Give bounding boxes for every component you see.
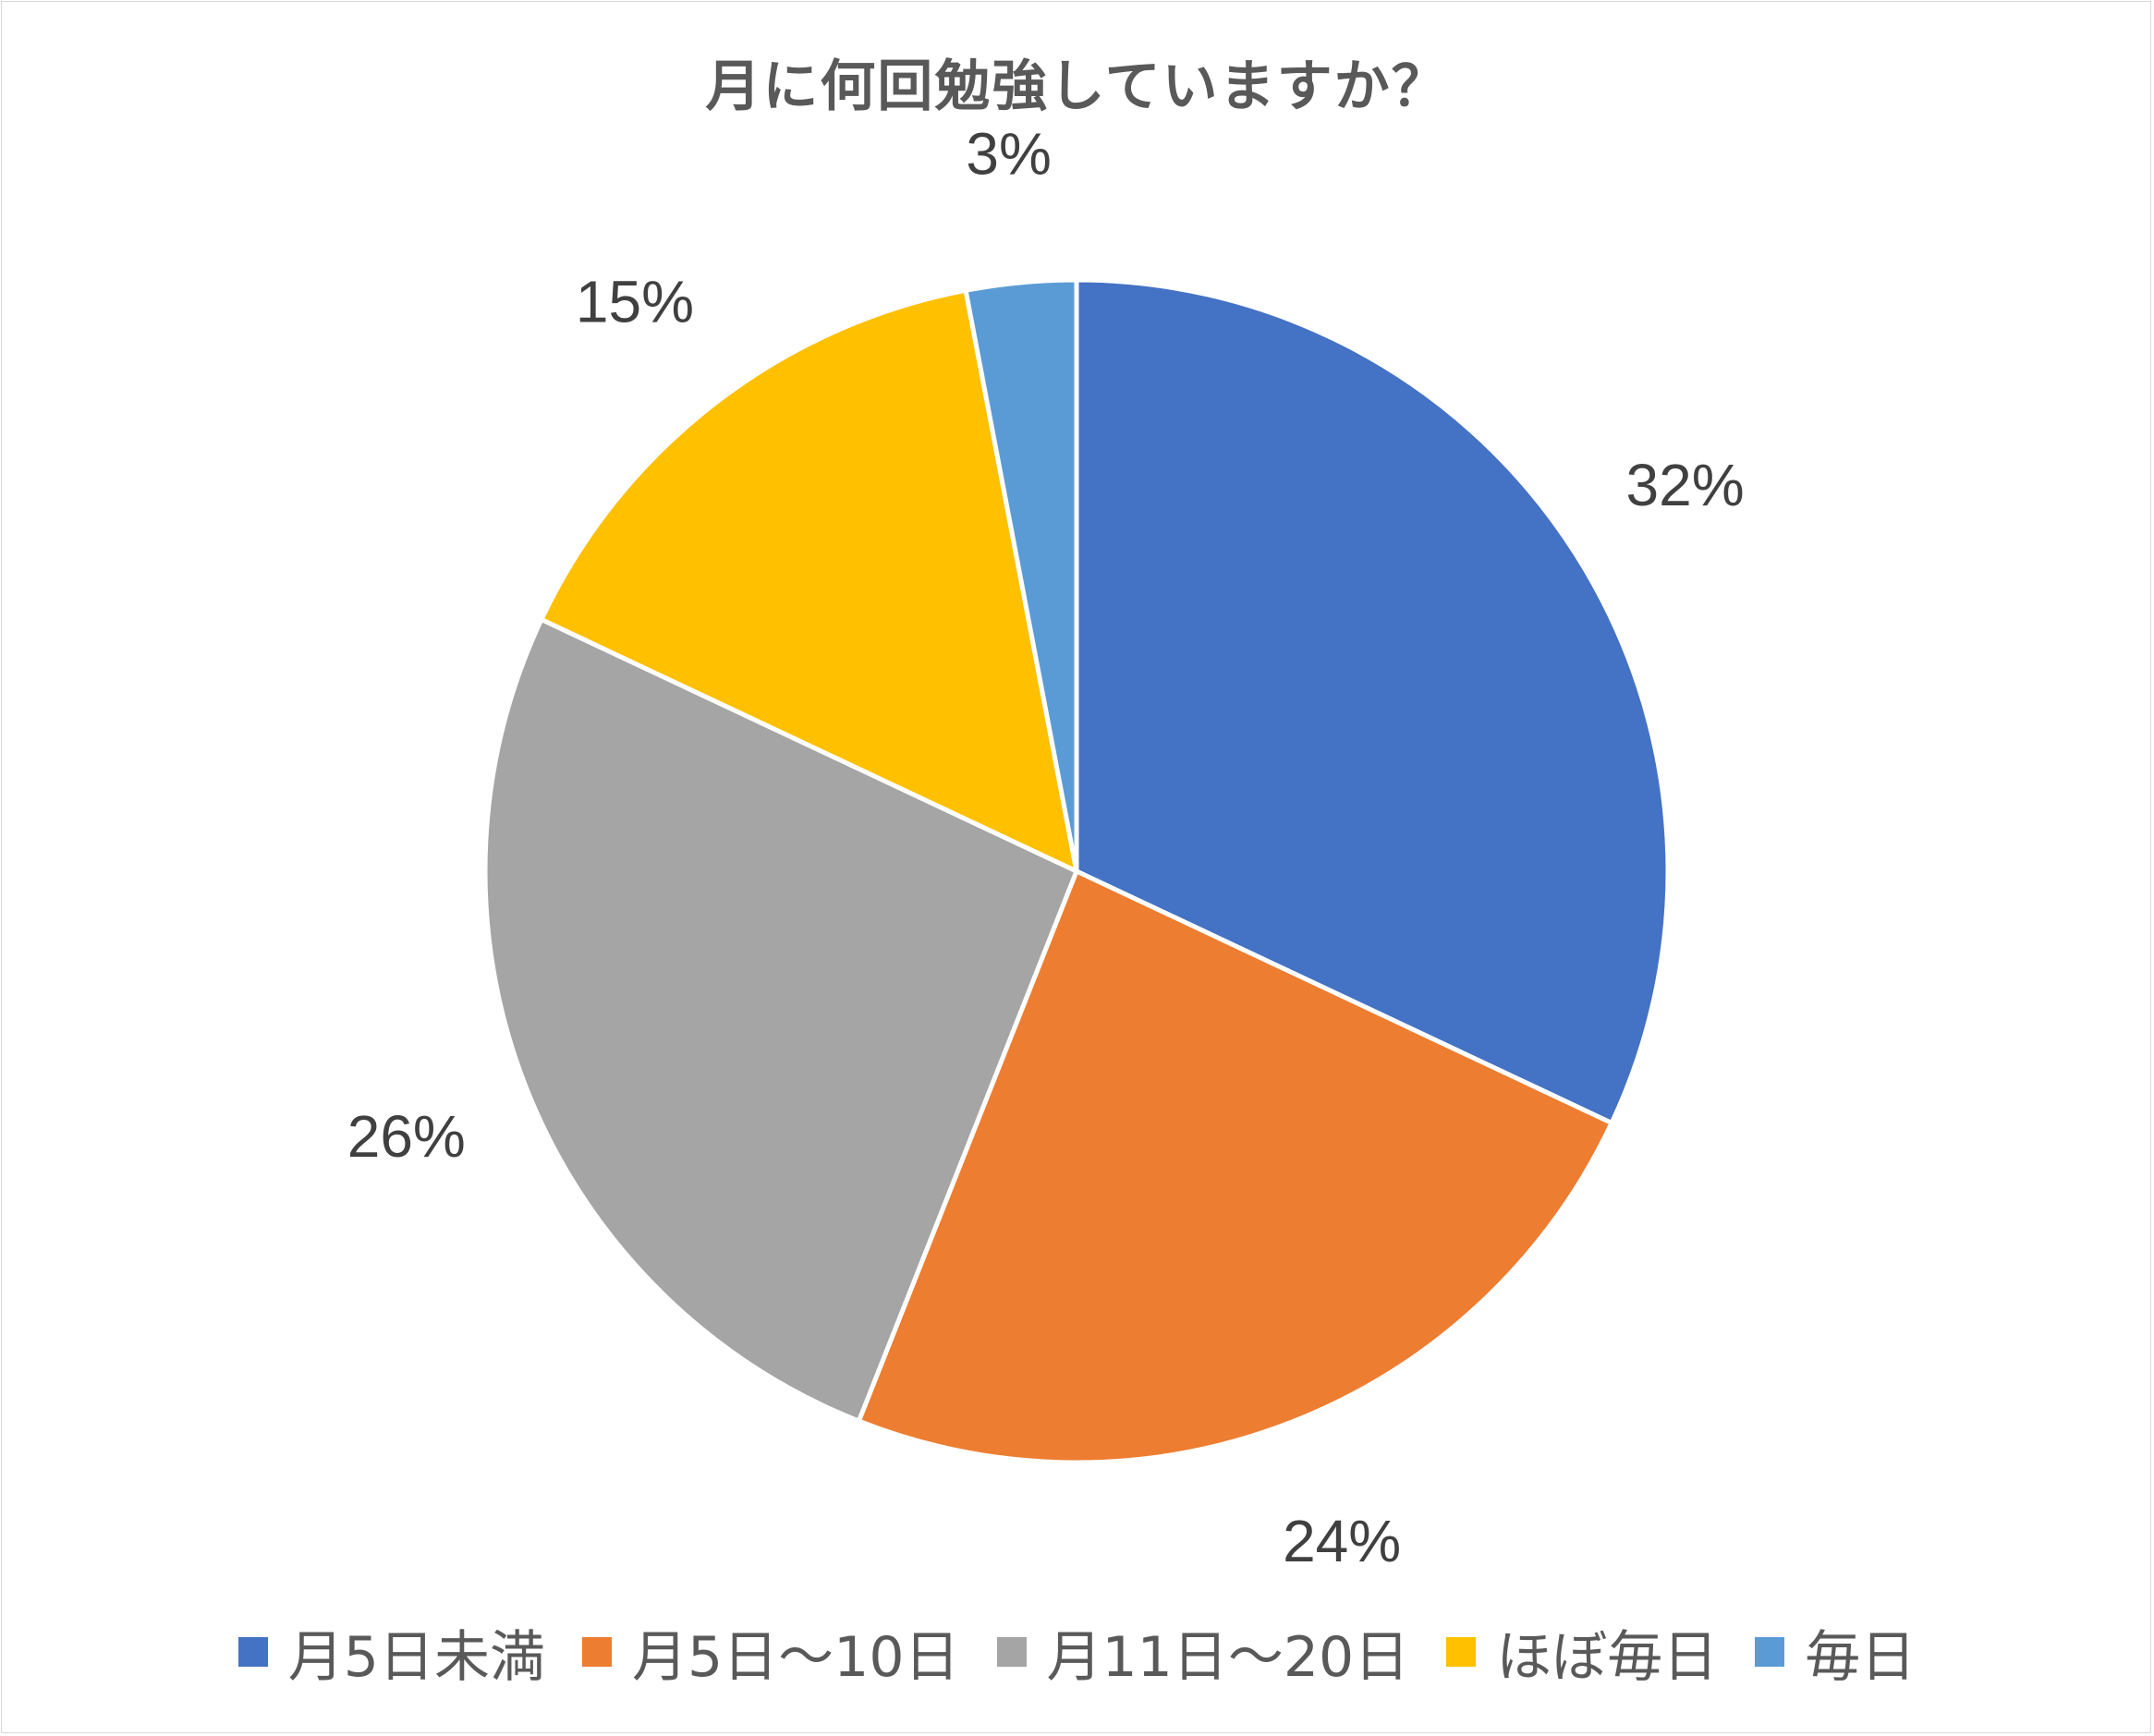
- data-label-1: 24%: [1283, 1508, 1401, 1571]
- legend-swatch-0: [237, 1637, 268, 1667]
- chart-legend: 月5日未満 月5日～10日 月11日～20日 ほぼ毎日 毎日: [0, 1615, 2154, 1690]
- legend-label-0: 月5日未満: [287, 1624, 545, 1690]
- pie-data-labels: 32% 24% 26% 15% 3%: [347, 120, 1745, 1571]
- legend-item-2: 月11日～20日: [996, 1612, 1410, 1693]
- legend-item-3: ほぼ毎日: [1446, 1612, 1718, 1693]
- legend-label-2: 月11日～20日: [1046, 1624, 1410, 1690]
- legend-swatch-2: [996, 1637, 1027, 1667]
- pie-slice-4: [963, 277, 1079, 874]
- data-label-3: 15%: [576, 269, 694, 335]
- pie-slice-0: [1074, 277, 1671, 1125]
- chart-title: 月に何回勉強していますか？: [705, 55, 1449, 119]
- pie-chart: 32% 24% 26% 15% 3%: [347, 120, 1745, 1571]
- data-label-2: 26%: [347, 1103, 466, 1170]
- pie-slices: [482, 277, 1671, 1465]
- legend-label-4: 毎日: [1805, 1624, 1917, 1690]
- legend-swatch-4: [1755, 1637, 1785, 1667]
- pie-slice-1: [856, 868, 1614, 1465]
- legend-item-4: 毎日: [1755, 1612, 1916, 1693]
- legend-item-1: 月5日～10日: [581, 1612, 960, 1693]
- legend-item-0: 月5日未満: [237, 1612, 545, 1693]
- legend-label-1: 月5日～10日: [631, 1624, 960, 1690]
- pie-slice-3: [539, 287, 1079, 874]
- legend-label-3: ほぼ毎日: [1496, 1624, 1719, 1690]
- data-label-0: 32%: [1626, 452, 1745, 518]
- legend-swatch-3: [1446, 1637, 1477, 1667]
- pie-slice-2: [482, 617, 1079, 1424]
- legend-swatch-1: [581, 1637, 612, 1667]
- data-label-4: 3%: [966, 120, 1052, 187]
